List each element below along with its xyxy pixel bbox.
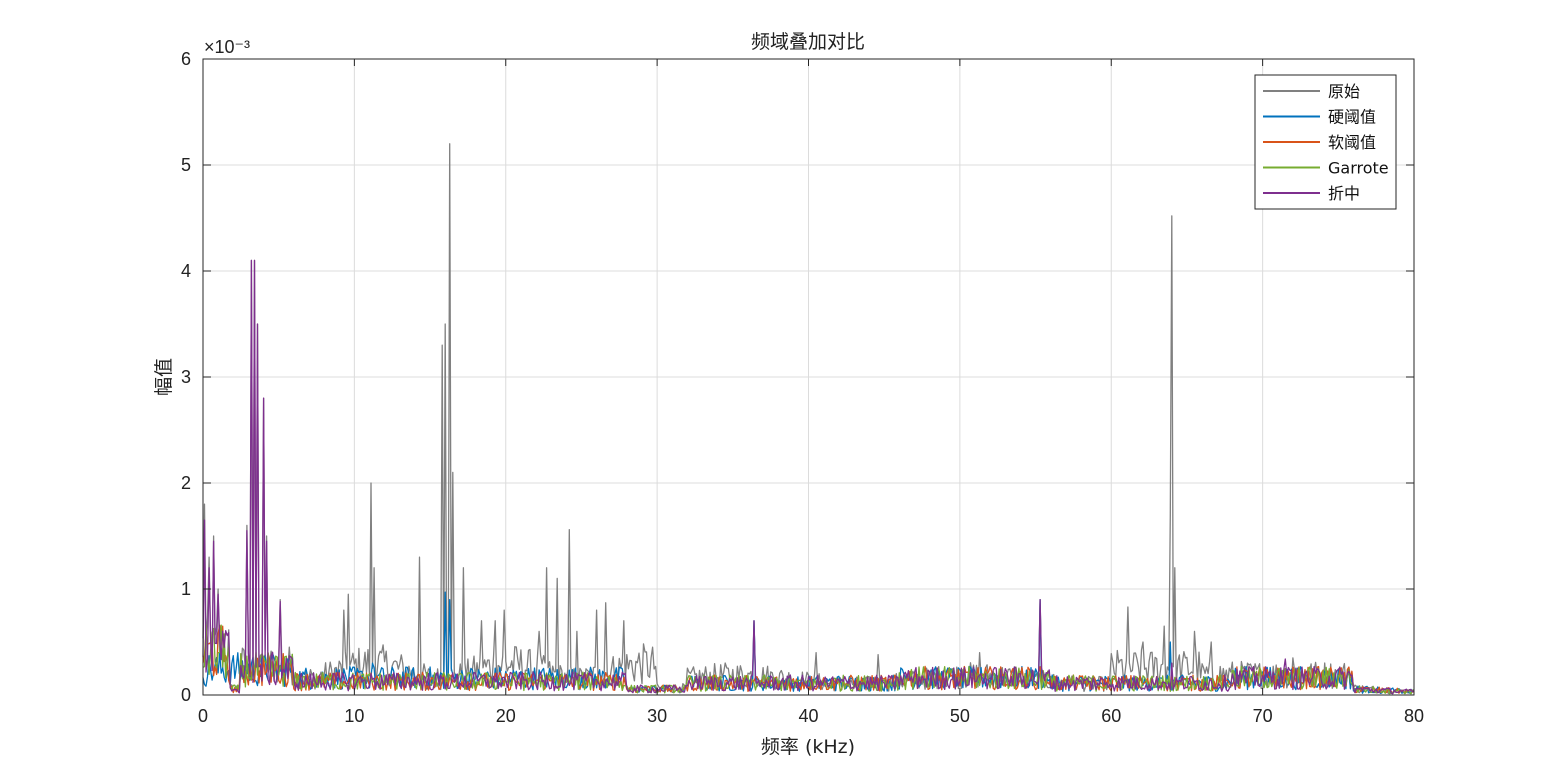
y-exponent-label: ×10⁻³	[204, 37, 250, 57]
y-tick-label: 2	[181, 473, 191, 493]
x-tick-label: 0	[198, 706, 208, 726]
legend-label: Garrote	[1328, 159, 1389, 178]
x-tick-label: 80	[1404, 706, 1424, 726]
y-axis-label: 幅值	[153, 358, 175, 396]
y-tick-label: 4	[181, 261, 191, 281]
y-tick-label: 3	[181, 367, 191, 387]
x-tick-label: 20	[496, 706, 516, 726]
x-axis-ticks: 0 10 20 30 40 50 60 70 80	[198, 59, 1424, 726]
x-tick-label: 60	[1101, 706, 1121, 726]
grid-lines	[203, 59, 1414, 695]
y-tick-label: 0	[181, 685, 191, 705]
legend-label: 硬阈值	[1328, 108, 1376, 127]
y-axis-ticks: 0 1 2 3 4 5 6	[181, 49, 1414, 705]
series-compromise	[202, 259, 1415, 695]
chart-title: 频域叠加对比	[751, 31, 865, 53]
legend-label: 原始	[1328, 82, 1360, 101]
x-tick-label: 30	[647, 706, 667, 726]
legend-label: 折中	[1328, 184, 1360, 203]
x-tick-label: 70	[1253, 706, 1273, 726]
legend-label: 软阈值	[1328, 133, 1376, 152]
y-tick-label: 6	[181, 49, 191, 69]
x-tick-label: 50	[950, 706, 970, 726]
x-tick-label: 40	[798, 706, 818, 726]
y-tick-label: 1	[181, 579, 191, 599]
y-tick-label: 5	[181, 155, 191, 175]
x-tick-label: 10	[344, 706, 364, 726]
x-axis-label: 频率 (kHz)	[761, 736, 855, 758]
